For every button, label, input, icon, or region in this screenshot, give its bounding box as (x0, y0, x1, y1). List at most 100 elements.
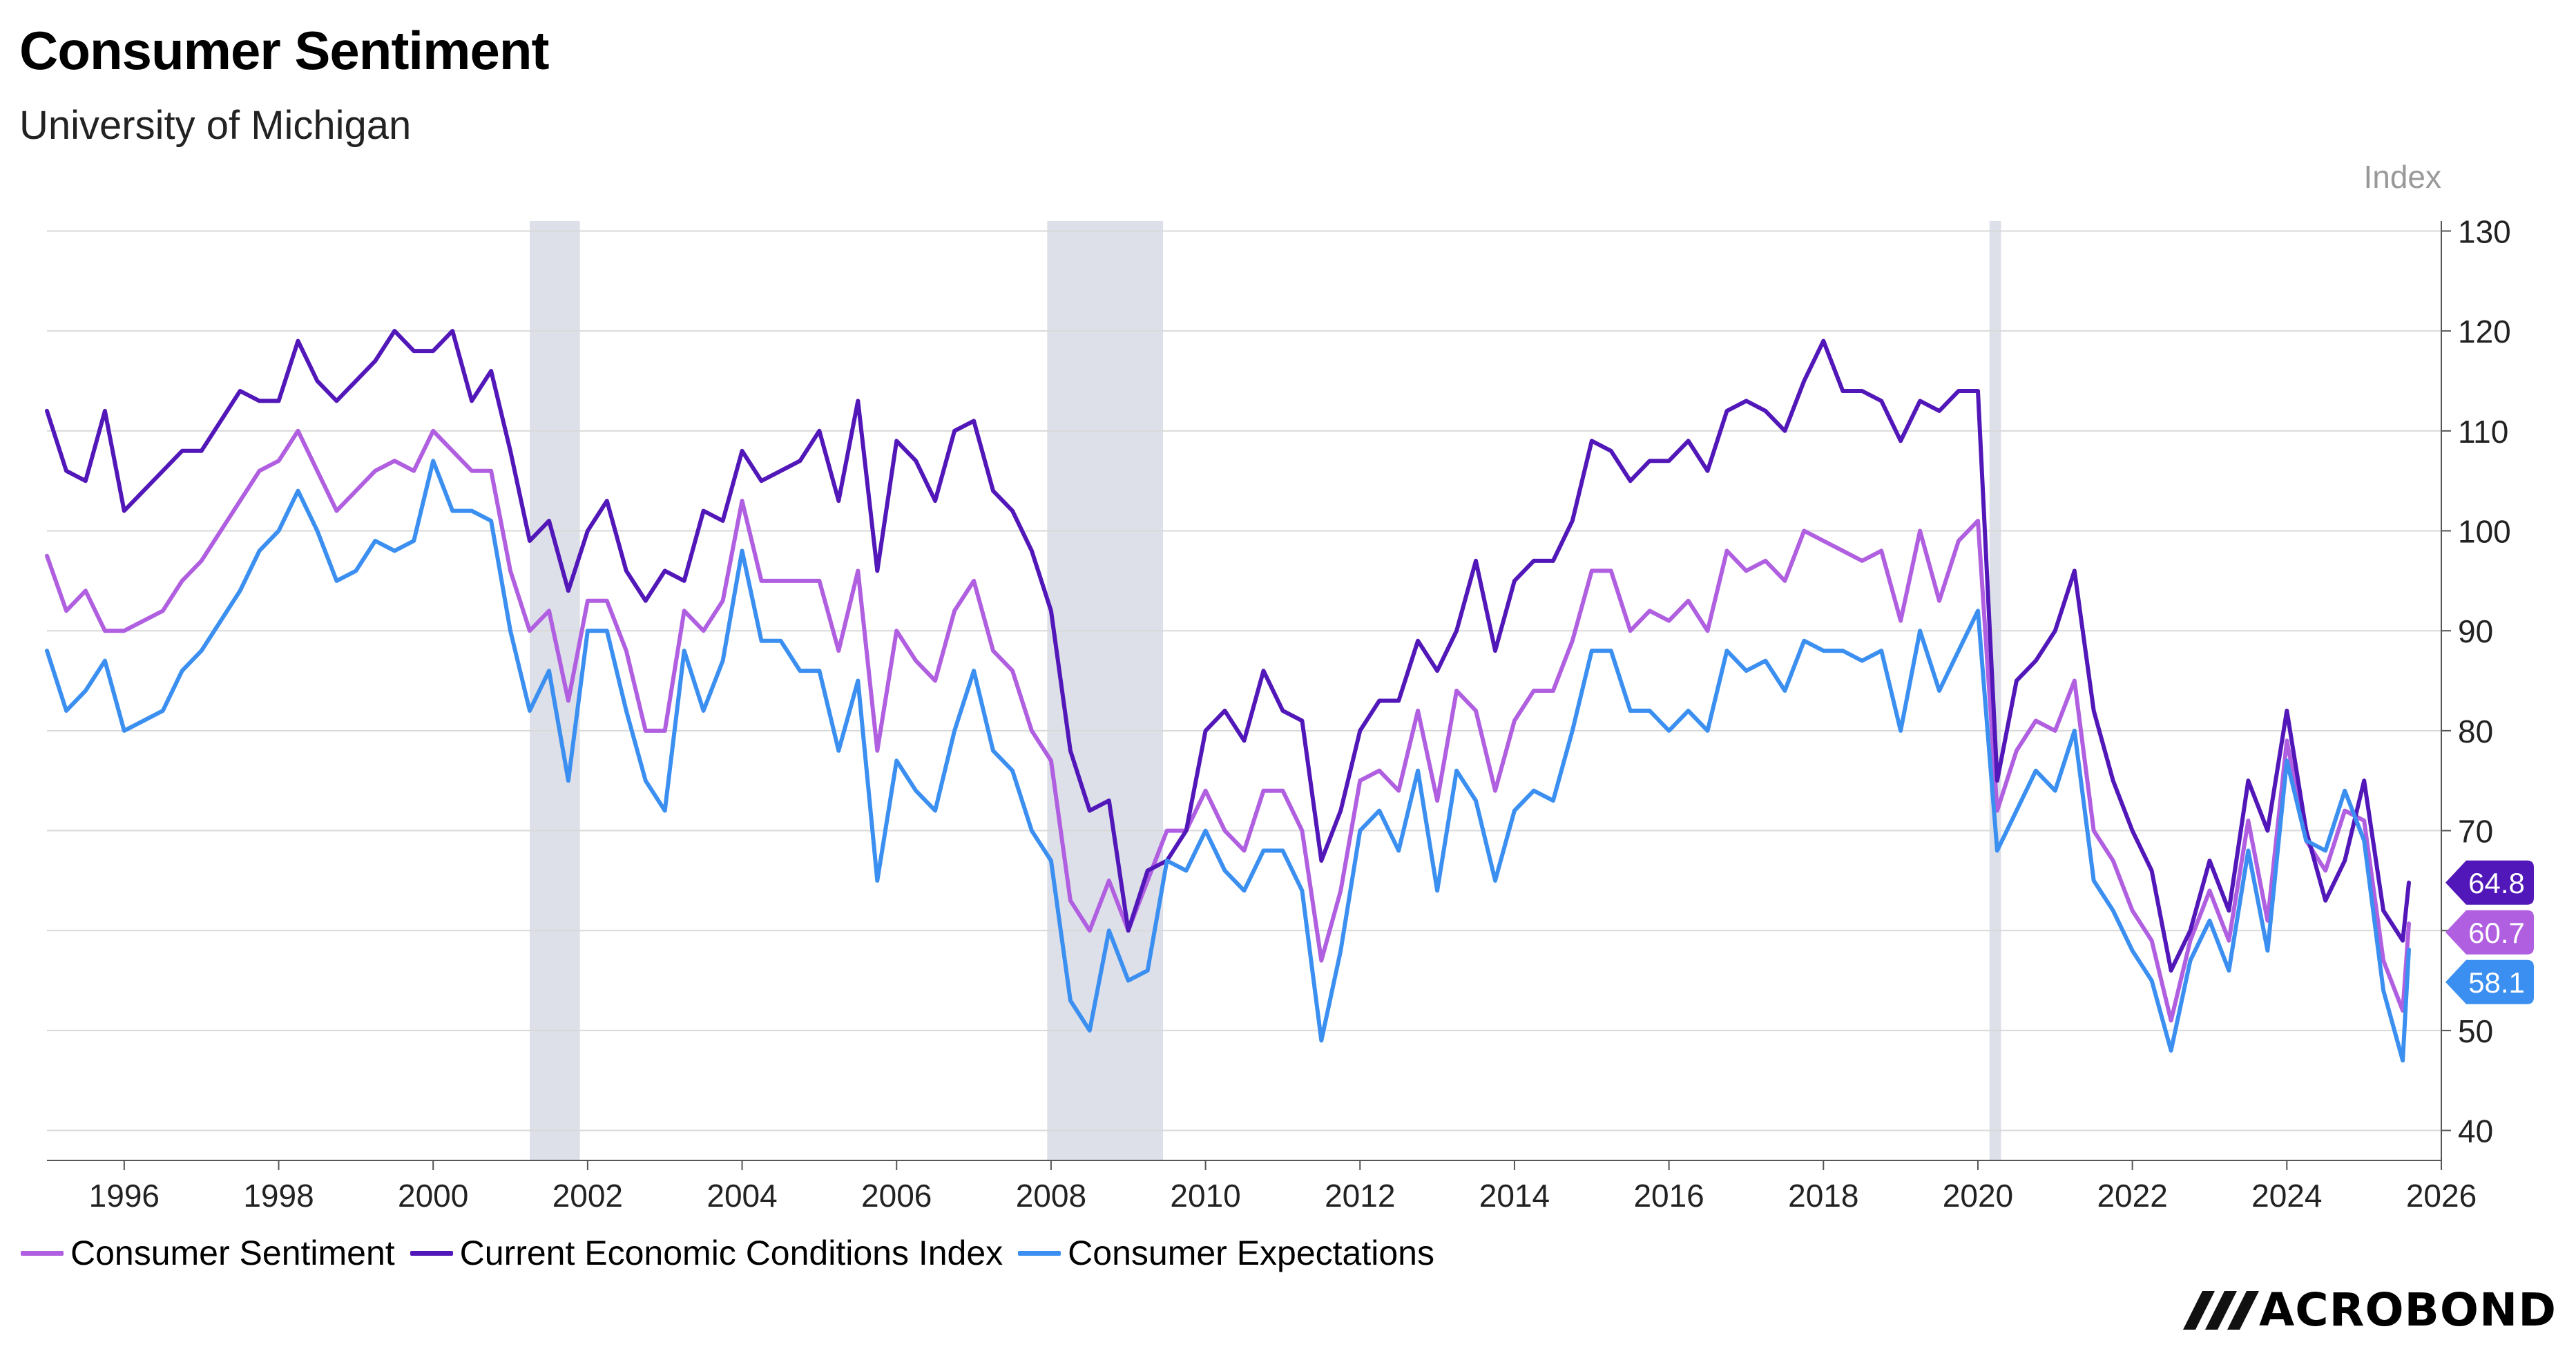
series-0-point-63 (1300, 830, 1303, 832)
series-1-point-102 (2054, 629, 2057, 632)
recession-band-2 (1989, 221, 2001, 1160)
series-1-point-113 (2266, 830, 2269, 832)
series-0-point-103 (2073, 680, 2076, 682)
series-1-point-86 (1745, 399, 1747, 402)
legend-item-current-economic-conditions[interactable]: Current Economic Conditions Index (410, 1233, 1003, 1273)
series-2-point-70 (1436, 889, 1439, 892)
series-2-point-100 (2015, 810, 2018, 812)
series-2-point-55 (1146, 969, 1149, 972)
series-0-point-59 (1224, 830, 1226, 832)
series-2-point-31 (683, 649, 686, 652)
series-2-point-34 (741, 549, 743, 552)
series-2-point-81 (1649, 709, 1651, 712)
series-1-point-14 (354, 380, 357, 382)
series-2-point-63 (1300, 889, 1303, 892)
series-1-point-47 (992, 490, 994, 492)
series-1-point-98 (1977, 390, 1979, 392)
series-1-point-75 (1532, 559, 1535, 562)
series-2-point-69 (1416, 769, 1419, 772)
series-0-point-11 (297, 430, 299, 432)
series-0-point-60 (1243, 850, 1245, 852)
series-1-point-9 (258, 399, 261, 402)
series-1-point-51 (1069, 749, 1072, 752)
series-1-point-32 (702, 510, 705, 513)
series-2-point-54 (1127, 979, 1130, 982)
macrobond-logo: ACROBOND (2183, 1283, 2557, 1337)
series-1-point-120 (2401, 939, 2404, 942)
series-1-point-70 (1436, 669, 1439, 672)
series-1-point-106 (2131, 830, 2134, 832)
series-0-point-80 (1629, 629, 1632, 632)
series-1-point-46 (972, 419, 975, 422)
series-0-point-25 (567, 700, 570, 702)
series-0-point-94 (1899, 620, 1902, 622)
series-0-point-53 (1108, 879, 1111, 882)
series-1-point-105 (2112, 779, 2115, 782)
series-2-point-36 (780, 640, 782, 642)
x-tick-label-1998: 1998 (243, 1178, 314, 1214)
series-1-point-61 (1262, 669, 1265, 672)
series-0-point-113 (2266, 919, 2269, 922)
series-0-point-13 (335, 510, 338, 513)
series-2-point-116 (2324, 850, 2327, 852)
x-tick-label-2008: 2008 (1016, 1178, 1086, 1214)
series-0-point-23 (528, 629, 531, 632)
series-0-point-37 (798, 580, 801, 582)
y-tick-label-40: 40 (2458, 1113, 2493, 1149)
series-0-point-32 (702, 629, 705, 632)
series-2-point-9 (258, 549, 261, 552)
series-1-point-97 (1957, 390, 1960, 392)
series-2-point-74 (1513, 810, 1516, 812)
series-2-point-108 (2170, 1049, 2173, 1052)
series-2-point-23 (528, 709, 531, 712)
series-1-point-11 (297, 340, 299, 343)
series-2-point-57 (1185, 869, 1188, 872)
series-0-point-68 (1397, 790, 1400, 792)
series-0-point-118 (2363, 819, 2365, 822)
series-2-point-29 (644, 779, 647, 782)
series-0-point-64 (1320, 959, 1323, 962)
series-1-point-60 (1243, 739, 1245, 742)
series-0-point-38 (818, 580, 820, 582)
series-0-point-26 (586, 600, 589, 602)
last-value-badge-2 (2445, 959, 2534, 1004)
series-2-point-75 (1532, 790, 1535, 792)
series-1-point-58 (1204, 729, 1207, 732)
series-1-point-62 (1281, 709, 1284, 712)
series-1-point-31 (683, 580, 686, 582)
series-0-point-31 (683, 609, 686, 612)
series-0-point-97 (1957, 539, 1960, 542)
series-2-point-83 (1687, 709, 1690, 712)
series-1-point-37 (798, 459, 801, 462)
legend-item-consumer-expectations[interactable]: Consumer Expectations (1018, 1233, 1434, 1273)
series-1-point-40 (856, 399, 859, 402)
series-2-point-40 (856, 680, 859, 682)
series-2-point-30 (664, 810, 666, 812)
last-value-label-1: 64.8 (2468, 867, 2525, 899)
series-2-point-56 (1166, 859, 1169, 862)
series-0-point-87 (1764, 559, 1767, 562)
series-2-point-60 (1243, 889, 1245, 892)
series-2-point-73 (1494, 879, 1497, 882)
series-2-point-78 (1590, 649, 1593, 652)
series-0-point-107 (2151, 939, 2153, 942)
series-2-point-110 (2209, 919, 2211, 922)
series-2-point-51 (1069, 999, 1072, 1002)
y-tick-label-110: 110 (2458, 414, 2508, 450)
series-2-point-67 (1378, 810, 1381, 812)
y-tick-label-120: 120 (2458, 314, 2511, 350)
series-2-point-68 (1397, 850, 1400, 852)
series-0-point-95 (1919, 530, 1921, 532)
series-1-point-91 (1841, 390, 1844, 392)
series-0-point-5 (162, 609, 164, 612)
legend-swatch-consumer-expectations (1018, 1250, 1061, 1256)
series-1-point-2 (84, 479, 87, 482)
series-2-point-25 (567, 779, 570, 782)
series-0-point-62 (1281, 790, 1284, 792)
series-2-point-15 (374, 539, 376, 542)
series-0-point-82 (1668, 620, 1671, 622)
legend-label-current-economic-conditions: Current Economic Conditions Index (459, 1234, 1003, 1272)
series-0-point-89 (1803, 530, 1805, 532)
legend-item-consumer-sentiment[interactable]: Consumer Sentiment (21, 1233, 395, 1273)
series-1-point-93 (1880, 399, 1883, 402)
